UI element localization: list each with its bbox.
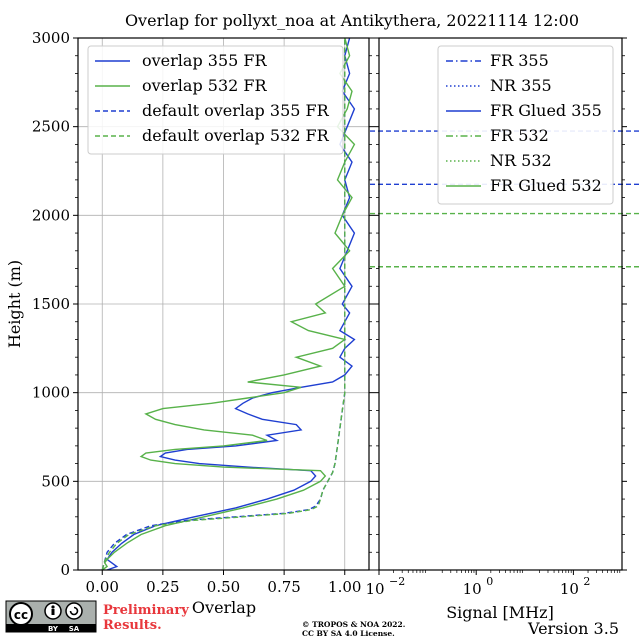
- x-tick-label: 1.00: [328, 578, 361, 596]
- signal-legend-label: FR 532: [490, 126, 549, 145]
- signal-ticks: 10 −2 10 0 10 2: [365, 37, 627, 598]
- signal-x-tick-label: 10: [560, 580, 579, 598]
- copyright-line-1: © TROPOS & NOA 2022.: [302, 620, 405, 629]
- signal-legend-box: [437, 45, 614, 205]
- overlap-series: [101, 38, 356, 570]
- by-label: BY: [48, 625, 59, 633]
- y-tick-label: 1500: [32, 295, 70, 313]
- preliminary-line-2: Results.: [103, 618, 162, 633]
- overlap-x-label: Overlap: [192, 598, 256, 617]
- signal-x-tick-label: 10: [365, 580, 384, 598]
- x-tick-label: 0.25: [146, 578, 179, 596]
- by-person-icon-body: [51, 609, 55, 615]
- series-line-overlap-532-fr: [101, 38, 356, 570]
- y-tick-label: 2500: [32, 118, 70, 136]
- signal-legend-label: FR Glued 355: [490, 101, 602, 120]
- cc-icon: [9, 602, 33, 626]
- y-tick-label: 500: [41, 472, 70, 490]
- signal-legend: FR 355 NR 355 FR Glued 355 FR 532 NR 532 FR G…: [437, 45, 614, 205]
- signal-legend-label: FR 355: [490, 51, 549, 70]
- overlap-legend-box: [87, 45, 344, 155]
- x-tick-label: 0.00: [86, 578, 119, 596]
- y-tick-label: 2000: [32, 206, 70, 224]
- overlap-plot: 0.00 0.25 0.50 0.75 1.00 0 500 1000 1500 2000 2500…: [5, 29, 374, 617]
- legend-label-overlap-355: overlap 355 FR: [142, 51, 268, 70]
- sa-share-icon-arc: [69, 606, 79, 616]
- cc-icon-label: cc: [14, 608, 28, 622]
- sa-share-icon: [65, 602, 83, 620]
- y-tick-label: 1000: [32, 384, 70, 402]
- x-tick-label: 0.75: [267, 578, 300, 596]
- license-badge-strip: [6, 624, 96, 632]
- legend-label-default-532: default overlap 532 FR: [142, 126, 330, 145]
- signal-legend-label: NR 532: [490, 151, 552, 170]
- y-tick-label: 3000: [32, 29, 70, 47]
- overlap-ticks: 0.00 0.25 0.50 0.75 1.00 0 500 1000 1500 2000 2500…: [32, 29, 374, 596]
- x-tick-label: 0.50: [207, 578, 240, 596]
- signal-x-tick-exponent: −2: [389, 575, 405, 588]
- signal-x-tick-label: 10: [463, 580, 482, 598]
- sa-label: SA: [69, 625, 80, 633]
- series-line-default-overlap-532-fr: [101, 38, 346, 570]
- series-line-overlap-355-fr: [106, 38, 356, 570]
- signal-x-label: Signal [MHz]: [446, 603, 554, 622]
- signal-legend-label: FR Glued 532: [490, 176, 602, 195]
- legend-label-default-355: default overlap 355 FR: [142, 101, 330, 120]
- height-y-label: Height (m): [5, 260, 24, 348]
- chart-title: Overlap for pollyxt_noa at Antikythera, …: [125, 11, 579, 30]
- signal-legend-label: NR 355: [490, 76, 552, 95]
- y-tick-label: 0: [60, 561, 70, 579]
- signal-x-tick-exponent: 2: [583, 575, 590, 588]
- copyright-line-2: CC BY SA 4.0 License.: [302, 629, 395, 638]
- version-label: Version 3.5: [527, 619, 619, 638]
- preliminary-line-1: Preliminary: [103, 603, 189, 618]
- license-badge: cc BY SA: [5, 600, 97, 633]
- signal-plot: 10 −2 10 0 10 2 Signal [MHz] FR 355 NR 355 FR G…: [365, 37, 640, 622]
- signal-x-tick-exponent: 0: [486, 575, 493, 588]
- overlap-legend: overlap 355 FR overlap 532 FR default ov…: [87, 45, 344, 155]
- by-person-icon-head: [51, 605, 55, 609]
- legend-label-overlap-532: overlap 532 FR: [142, 76, 268, 95]
